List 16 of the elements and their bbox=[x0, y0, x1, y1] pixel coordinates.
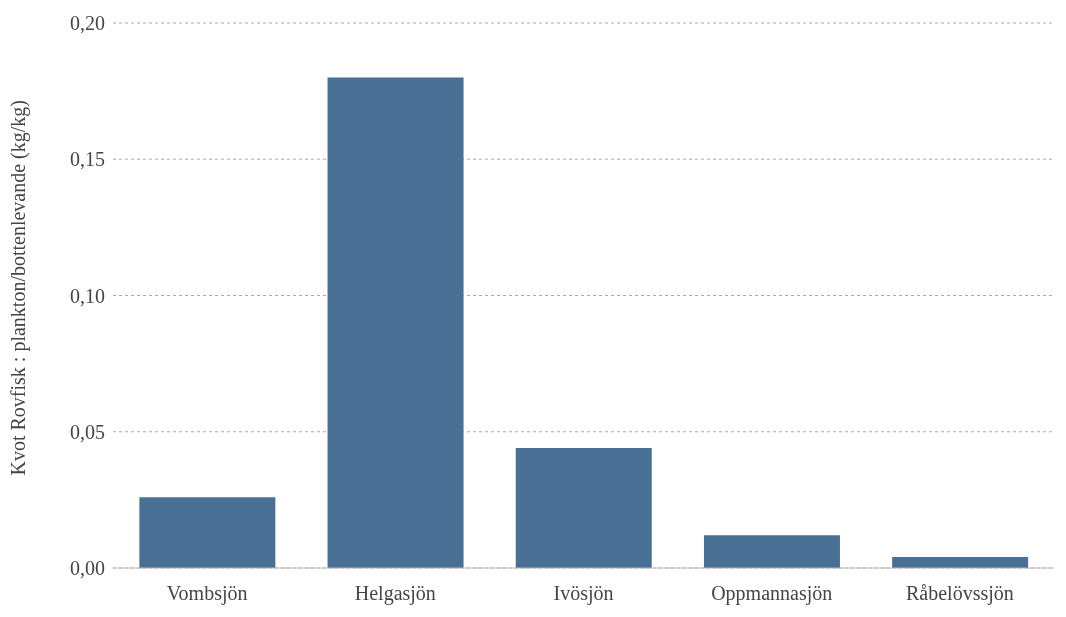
y-tick-label: 0,15 bbox=[70, 148, 105, 171]
y-tick-label: 0,10 bbox=[70, 284, 105, 307]
x-tick-label: Råbelövssjön bbox=[906, 582, 1014, 606]
y-axis-title: Kvot Rovfisk : plankton/bottenlevande (kg/kg) bbox=[7, 100, 31, 476]
bar bbox=[327, 77, 464, 568]
y-tick-label: 0,05 bbox=[70, 420, 105, 443]
bar bbox=[703, 535, 840, 568]
x-tick-label: Helgasjön bbox=[354, 582, 436, 606]
x-tick-label: Vombsjön bbox=[166, 582, 248, 606]
x-tick-label: Ivösjön bbox=[553, 582, 614, 606]
bar bbox=[892, 557, 1029, 568]
bar bbox=[139, 497, 276, 568]
y-tick-label: 0,20 bbox=[70, 12, 105, 35]
bar bbox=[515, 448, 652, 568]
x-tick-label: Oppmannasjön bbox=[711, 582, 833, 606]
y-tick-label: 0,00 bbox=[70, 557, 105, 580]
